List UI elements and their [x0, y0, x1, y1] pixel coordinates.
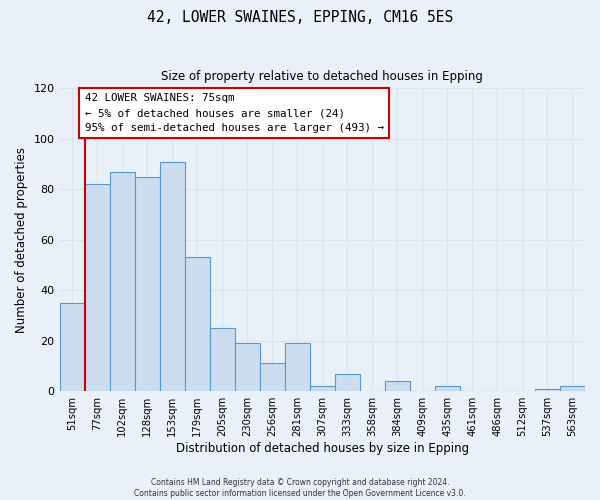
Bar: [85, 184, 110, 391]
Bar: [310, 386, 335, 391]
Text: 42 LOWER SWAINES: 75sqm
← 5% of detached houses are smaller (24)
95% of semi-det: 42 LOWER SWAINES: 75sqm ← 5% of detached…: [85, 94, 383, 133]
Y-axis label: Number of detached properties: Number of detached properties: [15, 147, 28, 333]
X-axis label: Distribution of detached houses by size in Epping: Distribution of detached houses by size …: [176, 442, 469, 455]
Bar: [385, 381, 410, 391]
Title: Size of property relative to detached houses in Epping: Size of property relative to detached ho…: [161, 70, 483, 83]
Bar: [535, 388, 560, 391]
Bar: [435, 386, 460, 391]
Bar: [160, 162, 185, 391]
Bar: [185, 258, 209, 391]
Bar: [235, 344, 260, 391]
Bar: [110, 172, 134, 391]
Bar: [209, 328, 235, 391]
Text: 42, LOWER SWAINES, EPPING, CM16 5ES: 42, LOWER SWAINES, EPPING, CM16 5ES: [147, 10, 453, 25]
Text: Contains HM Land Registry data © Crown copyright and database right 2024.
Contai: Contains HM Land Registry data © Crown c…: [134, 478, 466, 498]
Bar: [59, 303, 85, 391]
Bar: [134, 176, 160, 391]
Bar: [560, 386, 585, 391]
Bar: [335, 374, 360, 391]
Bar: [285, 344, 310, 391]
Bar: [260, 364, 285, 391]
